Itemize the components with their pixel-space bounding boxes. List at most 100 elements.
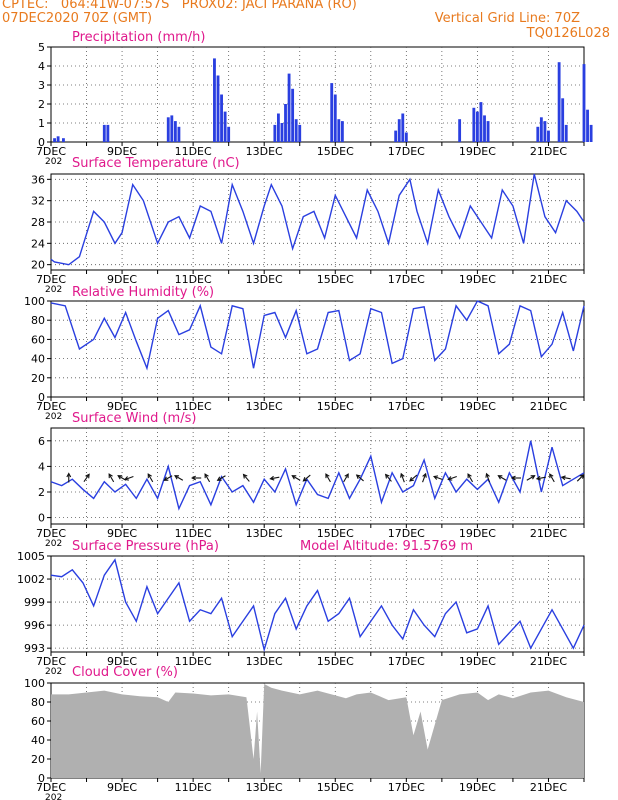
wind-arrow [384, 473, 392, 482]
wind-arrow-head [400, 472, 405, 478]
header-grid-note: Vertical Grid Line: 70Z [434, 11, 580, 26]
wind-arrow-shaft [400, 473, 405, 483]
precip-bar [298, 124, 302, 142]
x-tick-label: 19DEC [459, 655, 496, 668]
y-tick-label: 40 [31, 353, 45, 366]
wind-arrow-head [409, 476, 415, 482]
plot-frame [50, 427, 585, 525]
wind-arrow-head [530, 475, 536, 480]
wind-arrow-shaft [303, 474, 311, 482]
x-tick-label: 11DEC [175, 273, 212, 286]
wind-arrow-shaft [147, 473, 154, 483]
wind-arrow-head [291, 475, 297, 480]
wind-arrow [433, 475, 443, 481]
wind-arrow-shaft [536, 476, 546, 480]
wind-arrow [549, 473, 555, 483]
wind-arrow-shaft [576, 474, 585, 482]
wind-arrow-shaft [448, 475, 457, 481]
wind-arrow-head [560, 475, 566, 481]
precip-bar [284, 104, 287, 142]
y-tick-label: 2 [38, 98, 45, 111]
y-tick-label: 0 [38, 391, 45, 404]
wind-arrow [174, 475, 184, 481]
x-tick-label: 15DEC [317, 527, 354, 540]
panel-5: 993 996 999 1002 1005 7DEC 9DEC 11DEC 13DEC 15DEC… [17, 550, 585, 677]
precip-bar [458, 119, 462, 142]
x-tick-label: 21DEC [530, 527, 567, 540]
wind-arrow-shaft [83, 473, 90, 483]
precip-title: Precipitation (mm/h) [72, 30, 205, 45]
precip-bar [102, 124, 106, 142]
precip-bar [337, 119, 341, 142]
y-tick-label: 100 [24, 677, 45, 690]
x-tick-label: 9DEC [107, 400, 137, 413]
precip-bar [340, 121, 344, 142]
x-tick-label: 9DEC [107, 527, 137, 540]
wind-arrow-shaft [433, 475, 443, 481]
x-tick-label: 7DEC [36, 781, 66, 794]
precip-bar [53, 138, 56, 142]
precip-bar [227, 126, 231, 142]
precip-bar [177, 126, 181, 142]
wind-arrow [422, 472, 427, 483]
precip-bar [220, 94, 223, 142]
wind-arrow-shaft [561, 476, 571, 480]
wind-arrow-head [147, 473, 152, 479]
precip-bar [564, 124, 568, 142]
y-tick-label: 20 [31, 753, 45, 766]
x-tick-label: 15DEC [317, 781, 354, 794]
x-tick-label: 19DEC [459, 400, 496, 413]
wind-arrow-shaft [467, 473, 474, 483]
header-station: CPTEC: 064:41W-07:57S PROX02: JACI PARAN… [2, 0, 357, 12]
wind-arrow-head [344, 473, 349, 479]
plot-frame [50, 46, 585, 143]
x-tick-label: 19DEC [459, 781, 496, 794]
precip-bar [479, 102, 483, 142]
wind-arrow-shaft [356, 474, 364, 482]
x-tick-label: 7DEC [36, 655, 66, 668]
x-tick-label: 15DEC [317, 145, 354, 158]
x-tick-label: 21DEC [530, 655, 567, 668]
wind-arrow-shaft [343, 473, 349, 483]
wind-arrow-shaft [270, 476, 280, 480]
x-tick-label: 21DEC [530, 145, 567, 158]
precip-bar [589, 124, 593, 142]
precip-bar [394, 130, 398, 142]
wind-arrow-head [579, 474, 585, 479]
y-tick-label: 2 [38, 486, 45, 499]
wind-arrow-shaft [217, 475, 226, 481]
x-tick-label: 13DEC [246, 400, 283, 413]
wind-arrow [535, 475, 546, 481]
header-date: 07DEC2020 70Z (GMT) [2, 11, 153, 26]
x-tick-label: 9DEC [107, 145, 137, 158]
plot-frame [50, 300, 585, 398]
wind-arrow-shaft [124, 475, 134, 481]
panel-4: 0 2 4 6 7DEC 9DEC 11DEC 13DEC 15DEC 17DEC 19DEC 21D… [36, 427, 585, 549]
wind-arrow-head [85, 473, 90, 479]
wind-arrow-head [467, 473, 472, 479]
wind-arrow [510, 475, 521, 481]
wind-arrow-head [433, 475, 439, 480]
plot-frame [50, 555, 585, 653]
precip-bar [287, 73, 291, 142]
y-tick-label: 20 [31, 372, 45, 385]
x-tick-label: 13DEC [246, 527, 283, 540]
wind-arrow [409, 474, 418, 482]
x-tick-label: 21DEC [530, 400, 567, 413]
wind-arrow [291, 475, 301, 481]
wind-arrow-shaft [422, 473, 427, 483]
wind-arrow-head [269, 475, 275, 481]
precip-bar [543, 121, 547, 142]
precip-bar [56, 136, 60, 142]
wind-arrow-shaft [526, 475, 535, 481]
precip-bar [173, 121, 177, 142]
precip-bar [536, 126, 540, 142]
x-tick-label: 17DEC [388, 781, 425, 794]
precip-bar [106, 124, 110, 142]
wind-arrow-head [510, 475, 516, 481]
precip-bar [547, 130, 550, 142]
wind-arrow-shaft [108, 473, 115, 483]
x-tick-label: 11DEC [175, 655, 212, 668]
series-line [50, 558, 585, 653]
